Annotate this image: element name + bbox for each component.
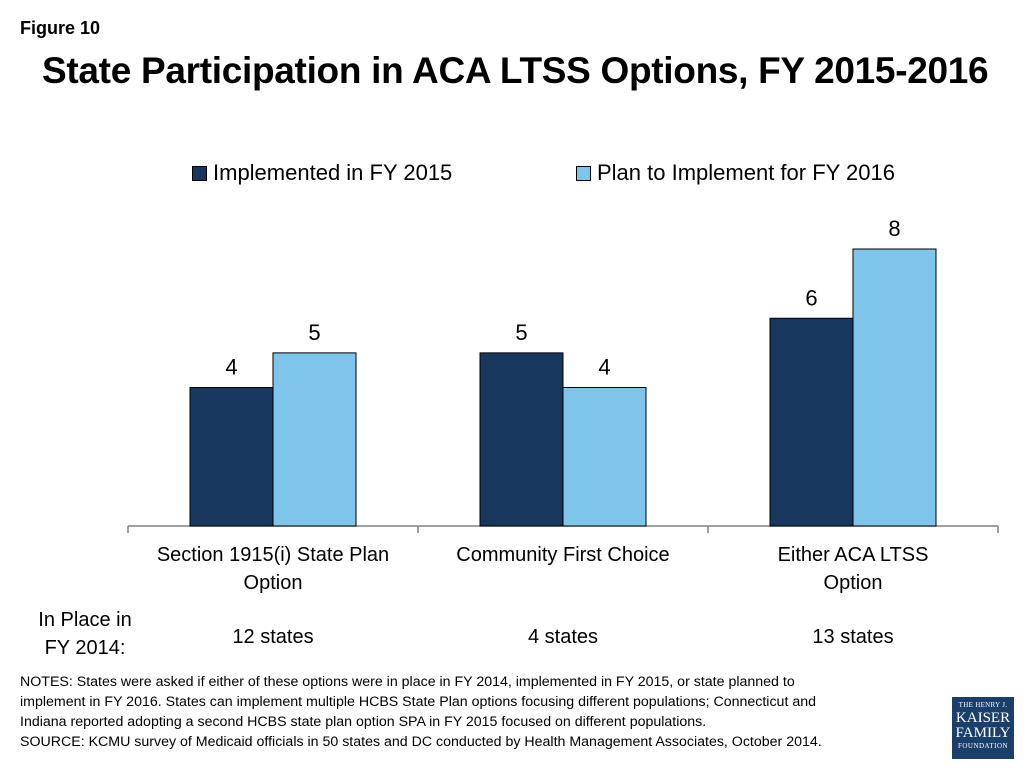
in-place-title-line2: FY 2014: <box>44 637 126 659</box>
chart-title: State Participation in ACA LTSS Options,… <box>42 50 989 91</box>
bar-implemented-either <box>769 317 854 527</box>
notes: NOTES: States were asked if either of th… <box>20 672 920 752</box>
data-label-plan-cfc: 4 <box>598 355 610 380</box>
bar-implemented-1915i <box>189 387 274 527</box>
kaiser-family-foundation-logo: THE HENRY J. KAISER FAMILY FOUNDATION <box>952 697 1014 759</box>
category-label-line: Either ACA LTSS <box>777 544 929 566</box>
legend-swatch-implemented <box>192 165 207 181</box>
bar-plan-cfc <box>562 387 647 527</box>
category-label-line: Section 1915(i) State Plan <box>156 544 390 566</box>
bar-plan-either <box>852 248 937 527</box>
category-label-line: Option <box>823 572 883 594</box>
bar-implemented-cfc <box>479 352 564 527</box>
logo-line: FAMILY <box>955 725 1011 741</box>
legend-item-plan: Plan to Implement for FY 2016 <box>576 160 895 186</box>
notes-line: implement in FY 2016. States can impleme… <box>20 694 817 710</box>
logo-line: THE HENRY J. <box>958 701 1008 709</box>
legend-item-implemented: Implemented in FY 2015 <box>192 160 452 186</box>
data-label-implemented-either: 6 <box>805 285 817 310</box>
notes-line: NOTES: States were asked if either of th… <box>20 674 795 690</box>
in-place-value-cfc: 4 states <box>527 626 599 648</box>
data-label-implemented-cfc: 5 <box>515 320 527 345</box>
in-place-title: In Place in FY 2014: <box>22 606 148 662</box>
category-label-line: Community First Choice <box>456 544 670 566</box>
logo-line: FOUNDATION <box>957 742 1009 750</box>
legend: Implemented in FY 2015 Plan to Implement… <box>0 160 1024 190</box>
legend-swatch-plan <box>576 165 591 181</box>
in-place-title-line1: In Place in <box>38 609 132 631</box>
figure-label: Figure 10 <box>20 18 101 38</box>
category-label-1915i: Section 1915(i) State Plan Option <box>143 541 403 597</box>
logo-line: KAISER <box>955 710 1011 726</box>
category-label-either: Either ACA LTSS Option <box>723 541 983 597</box>
in-place-value-1915i: 12 states <box>232 626 314 648</box>
source-line: SOURCE: KCMU survey of Medicaid official… <box>20 734 822 750</box>
data-label-plan-1915i: 5 <box>308 320 320 345</box>
in-place-value-either: 13 states <box>812 626 894 648</box>
category-label-line: Option <box>243 572 303 594</box>
legend-label-implemented: Implemented in FY 2015 <box>213 160 453 185</box>
legend-label-plan: Plan to Implement for FY 2016 <box>597 160 895 185</box>
data-label-plan-either: 8 <box>888 216 900 241</box>
category-label-cfc: Community First Choice <box>433 541 693 569</box>
notes-line: Indiana reported adopting a second HCBS … <box>20 714 707 730</box>
bar-plan-1915i <box>272 352 357 527</box>
data-label-implemented-1915i: 4 <box>225 355 237 380</box>
